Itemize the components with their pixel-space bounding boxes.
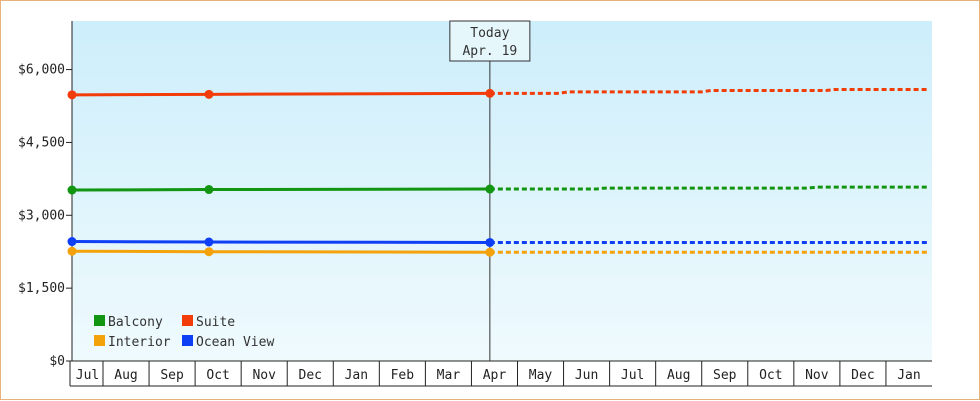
series-line-balcony (71, 187, 490, 192)
x-tick-label: Jan (897, 368, 920, 383)
x-tick-label: Jun (575, 368, 598, 383)
x-axis: Jul Aug Sep Oct Nov Dec Jan Feb Mar Apr May Jun Jul A… (69, 360, 932, 387)
x-tick-label: Dec (299, 368, 322, 383)
x-tick-label: Aug (667, 368, 690, 383)
data-point-ocean-view (485, 237, 495, 247)
x-tick-label: Feb (391, 368, 415, 383)
y-axis: $0 $1,500 $3,000 $4,500 $6,000 (18, 21, 73, 369)
today-label: Today (470, 26, 509, 41)
data-point-interior (485, 247, 495, 257)
data-point-interior (67, 246, 77, 256)
today-marker: Today Apr. 19 (449, 20, 531, 361)
x-tick-label: Oct (206, 368, 229, 383)
legend-label-interior: Interior (108, 335, 171, 350)
series-line-suite (71, 91, 490, 97)
legend-label-suite: Suite (196, 315, 235, 330)
legend-label-ocean-view: Ocean View (196, 335, 274, 350)
x-tick-label: May (529, 368, 553, 383)
x-tick-label: Jan (345, 368, 368, 383)
series-line-interior (71, 249, 490, 254)
x-tick-label: Jul (76, 368, 99, 383)
data-point-balcony (485, 184, 495, 194)
x-tick-label: Dec (851, 368, 874, 383)
x-tick-label: Sep (160, 368, 184, 383)
data-point-interior (204, 247, 214, 257)
y-tick-label: $3,000 (18, 208, 65, 223)
data-point-ocean-view (204, 237, 214, 247)
legend-swatch-suite (182, 315, 193, 326)
data-point-ocean-view (67, 237, 77, 247)
x-tick-label: Sep (713, 368, 737, 383)
legend: Balcony Suite Interior Ocean View (94, 315, 274, 350)
y-tick-label: $6,000 (18, 63, 65, 78)
legend-swatch-balcony (94, 315, 105, 326)
x-tick-label: Nov (805, 368, 829, 383)
data-point-suite (485, 88, 495, 98)
data-point-suite (67, 90, 77, 100)
x-tick-label: Nov (252, 368, 276, 383)
legend-swatch-ocean-view (182, 335, 193, 346)
y-tick-label: $1,500 (18, 281, 65, 296)
x-tick-label: Apr (483, 368, 507, 383)
x-tick-label: Oct (759, 368, 782, 383)
data-point-balcony (67, 185, 77, 195)
series-lines (67, 87, 928, 257)
y-tick-label: $4,500 (18, 135, 65, 150)
x-tick-label: Jul (621, 368, 644, 383)
legend-swatch-interior (94, 335, 105, 346)
legend-label-balcony: Balcony (108, 315, 163, 330)
forecast-line-balcony (489, 185, 928, 191)
data-point-suite (204, 89, 214, 99)
x-tick-label: Aug (114, 368, 137, 383)
x-tick-label: Mar (437, 368, 461, 383)
forecast-line-suite (489, 87, 928, 95)
data-point-balcony (204, 185, 214, 195)
today-date: Apr. 19 (462, 44, 517, 59)
y-tick-label: $0 (49, 354, 65, 369)
today-box (449, 20, 531, 62)
series-line-ocean-view (71, 240, 490, 244)
